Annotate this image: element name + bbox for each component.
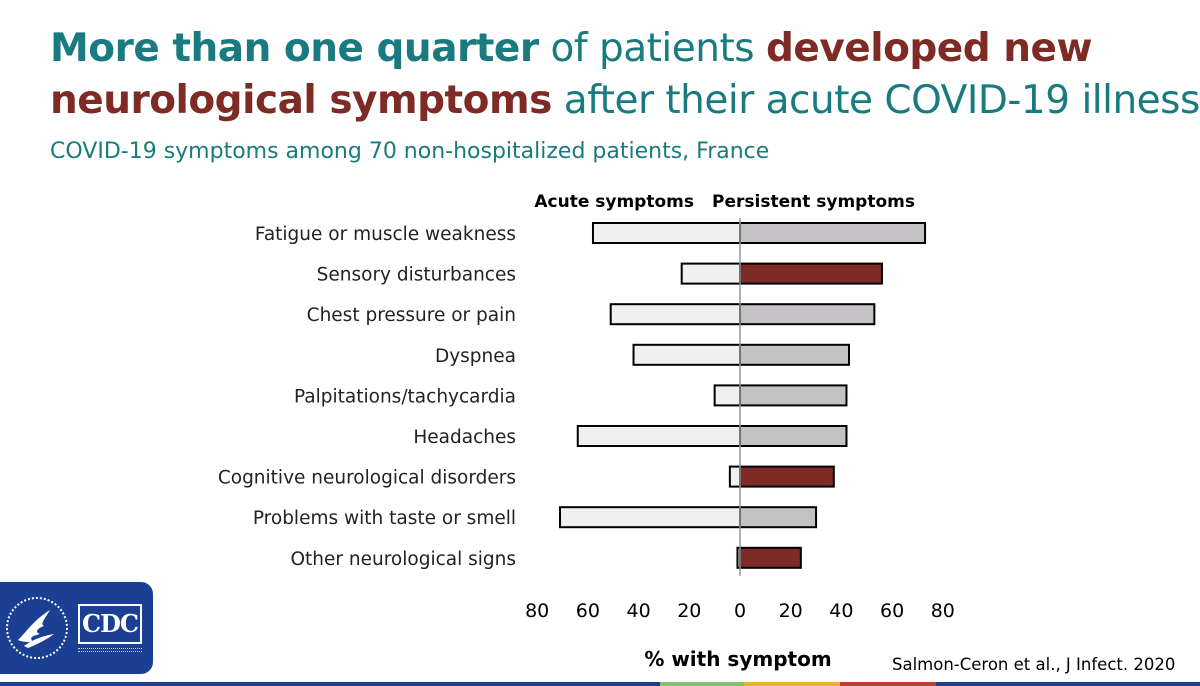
- bar-persistent: [739, 262, 883, 285]
- x-tick-label: 0: [734, 600, 746, 622]
- bar-persistent: [739, 303, 876, 326]
- x-axis-label: % with symptom: [644, 647, 831, 671]
- subtitle: COVID-19 symptoms among 70 non-hospitali…: [50, 139, 770, 164]
- bar-persistent: [739, 384, 848, 407]
- bar-acute: [559, 506, 742, 529]
- category-label: Fatigue or muscle weakness: [255, 224, 516, 245]
- hhs-eagle-icon: [6, 597, 68, 659]
- category-label: Problems with taste or smell: [253, 508, 516, 529]
- bar-acute: [728, 465, 741, 488]
- legend-persistent: Persistent symptoms: [712, 192, 915, 212]
- bar-persistent: [739, 222, 927, 244]
- category-label: Palpitations/tachycardia: [294, 386, 516, 407]
- bar-persistent: [739, 465, 835, 488]
- bar-acute: [632, 343, 742, 366]
- x-tick-label: 60: [576, 600, 600, 622]
- x-tick-label: 20: [779, 600, 803, 622]
- title-segment: developed new: [765, 26, 1093, 71]
- legend-acute: Acute symptoms: [534, 192, 694, 212]
- title-segment: neurological symptoms: [50, 78, 552, 123]
- x-tick-label: 20: [677, 600, 701, 622]
- category-label: Cognitive neurological disorders: [218, 468, 516, 489]
- hhs-cdc-logo: CDC: [0, 582, 153, 674]
- bar-acute: [591, 222, 741, 244]
- citation: Salmon-Ceron et al., J Infect. 2020: [892, 655, 1176, 674]
- category-label: Sensory disturbances: [317, 265, 516, 286]
- x-tick-label: 80: [931, 600, 955, 622]
- title-line-1: More than one quarter of patients develo…: [50, 26, 1092, 71]
- x-tick-label: 60: [880, 600, 904, 622]
- title-segment: after their acute COVID-19 illness.: [551, 78, 1200, 123]
- cdc-logo-icon: CDC: [78, 604, 142, 644]
- bar-persistent: [739, 425, 848, 447]
- category-label: Dyspnea: [435, 346, 516, 367]
- x-tick-label: 40: [829, 600, 853, 622]
- bar-persistent: [739, 506, 818, 529]
- x-tick-label: 80: [525, 600, 549, 622]
- category-label: Other neurological signs: [290, 549, 516, 570]
- bar-acute: [680, 262, 742, 285]
- bar-acute: [609, 303, 742, 326]
- category-label: Headaches: [413, 427, 516, 448]
- bottom-color-strip: [0, 682, 1200, 686]
- title-segment: More than one quarter: [50, 26, 539, 71]
- bar-persistent: [739, 343, 851, 366]
- title-segment: of patients: [538, 26, 766, 71]
- cdc-tagline-mark: [78, 648, 142, 652]
- bar-acute: [576, 425, 742, 447]
- bar-acute: [713, 384, 742, 407]
- bar-persistent: [739, 546, 802, 569]
- category-label: Chest pressure or pain: [307, 305, 516, 326]
- title-line-2: neurological symptoms after their acute …: [50, 78, 1200, 123]
- x-tick-label: 40: [627, 600, 651, 622]
